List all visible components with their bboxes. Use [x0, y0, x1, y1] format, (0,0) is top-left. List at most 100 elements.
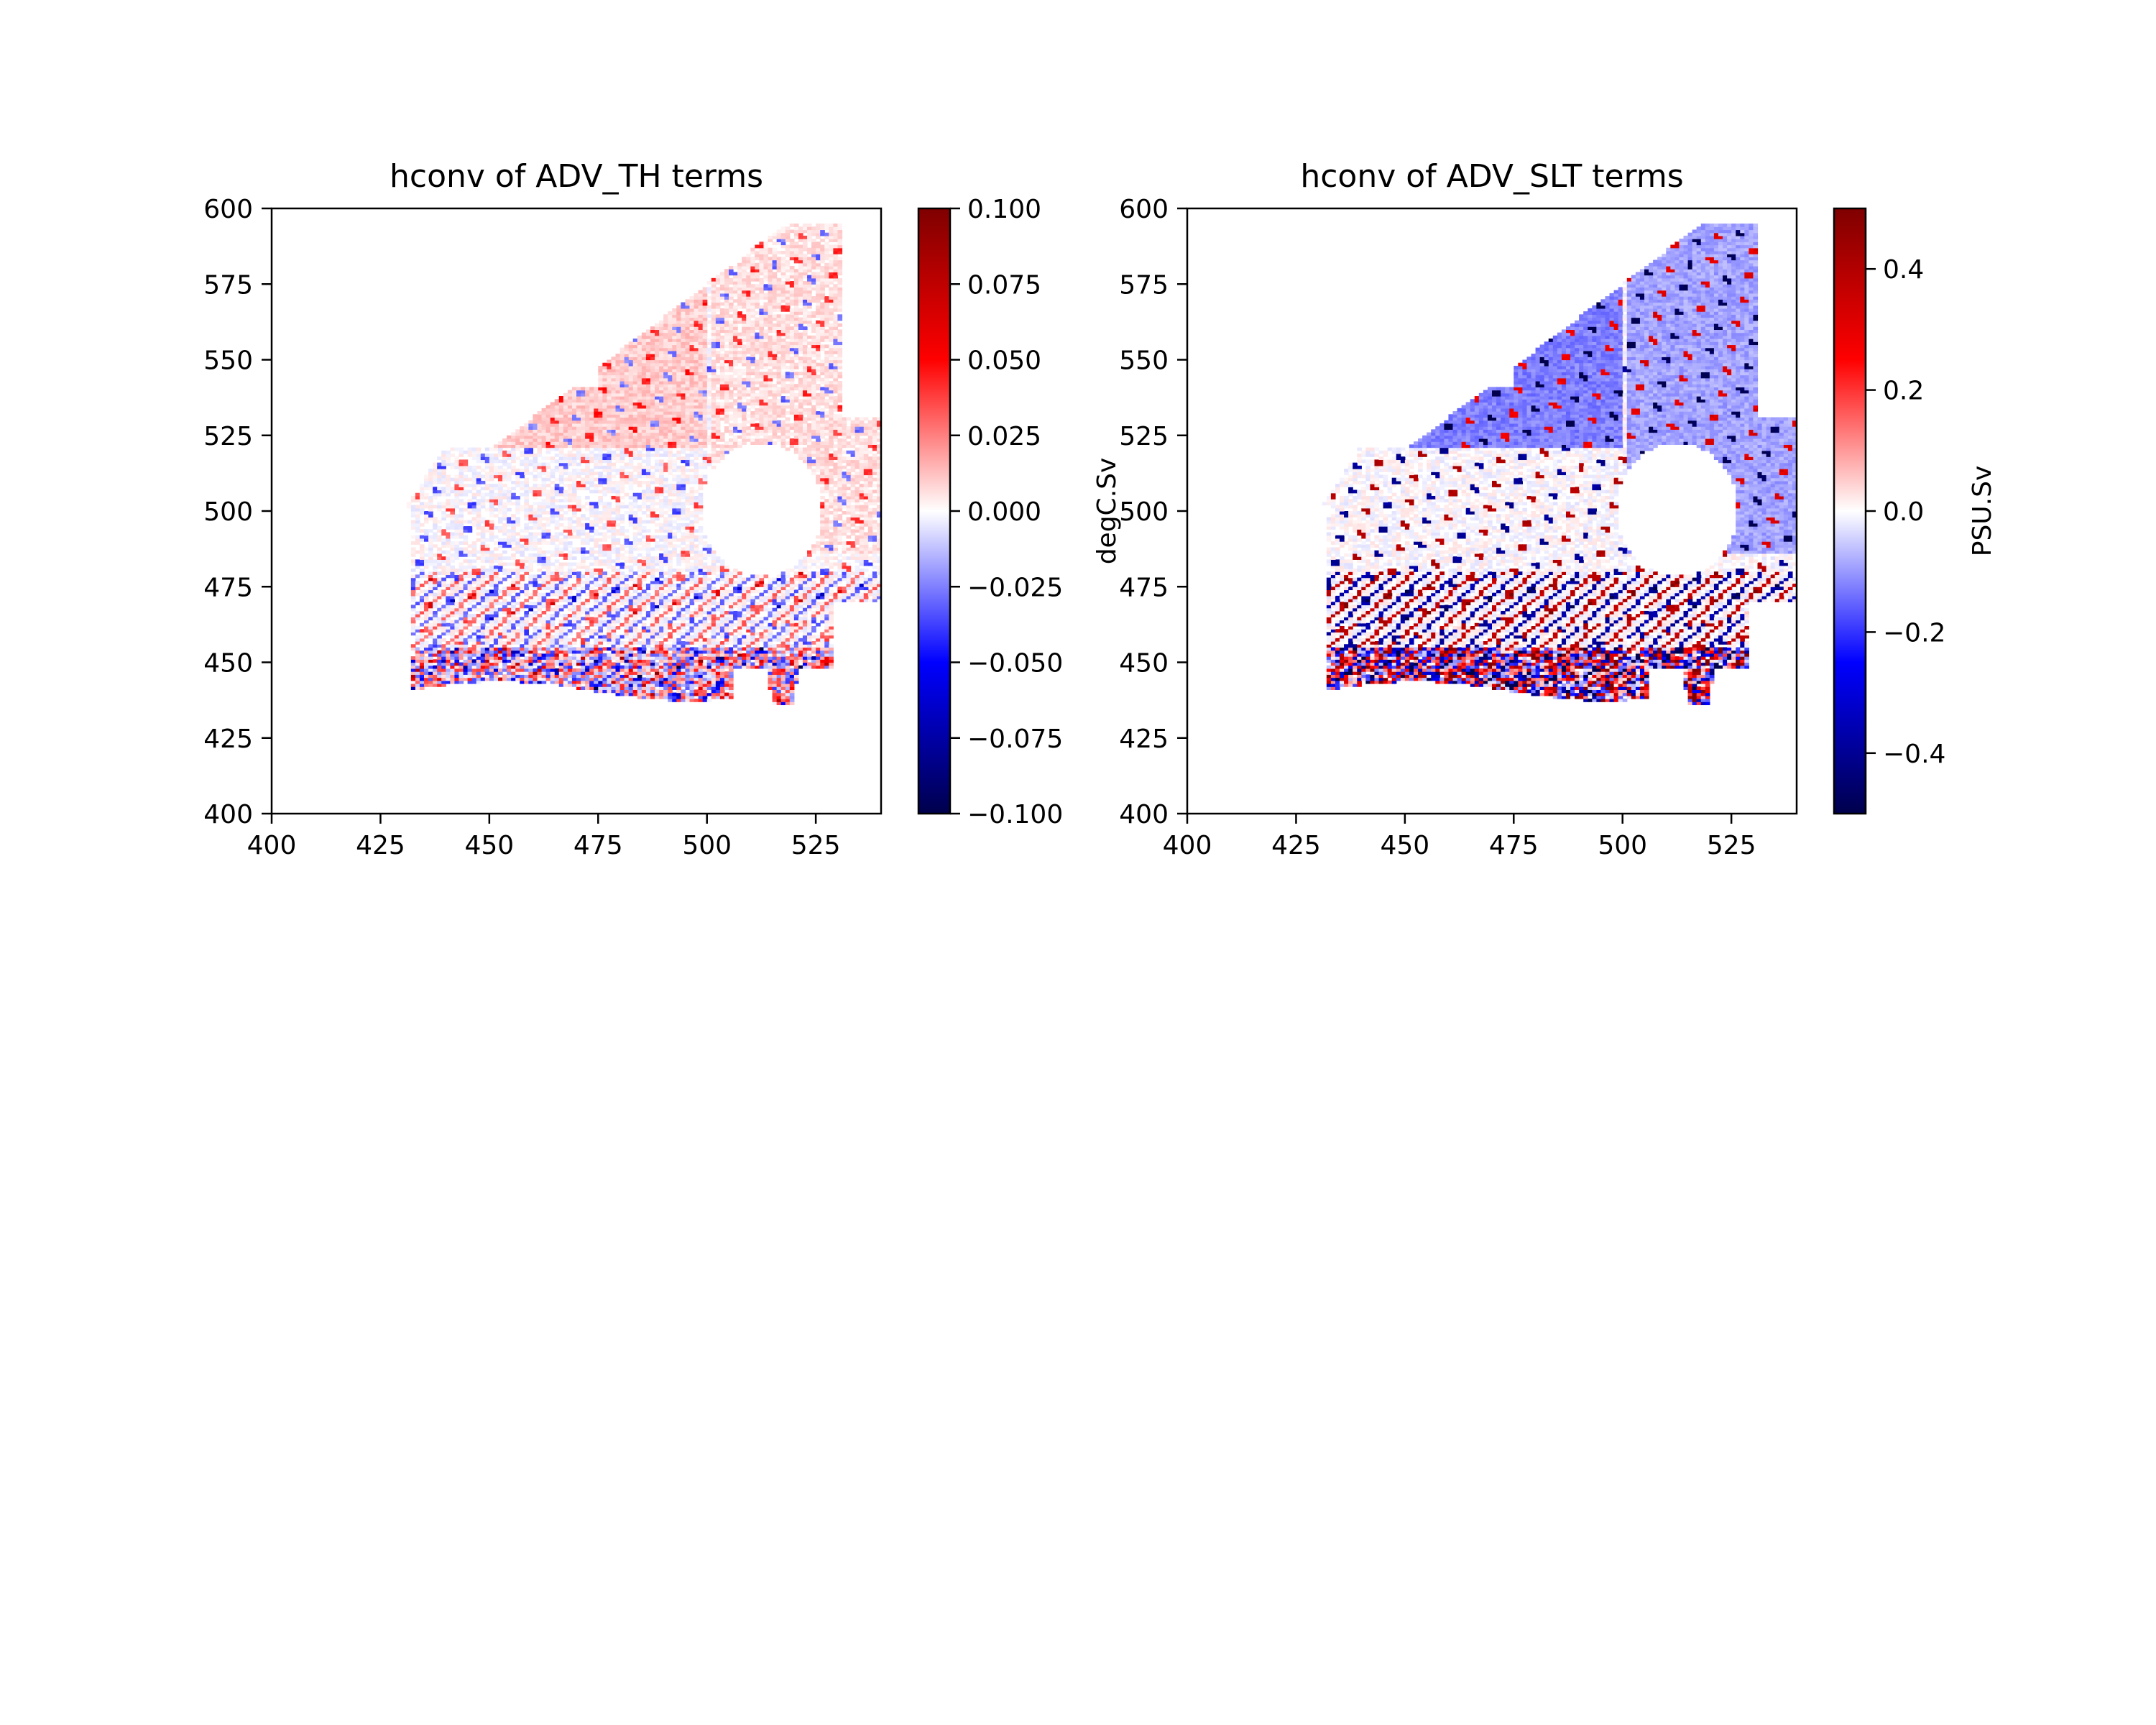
heatmap-cell — [576, 599, 581, 602]
heatmap-cell — [607, 559, 612, 564]
heatmap-cell — [446, 562, 451, 566]
heatmap-cell — [750, 653, 755, 657]
heatmap-cell — [611, 665, 617, 669]
heatmap-cell — [524, 507, 529, 512]
heatmap-cell — [497, 589, 503, 594]
heatmap-cell — [824, 562, 829, 566]
heatmap-cell — [807, 665, 812, 669]
heatmap-cell — [824, 638, 829, 642]
heatmap-cell — [842, 556, 847, 560]
heatmap-cell — [463, 529, 469, 533]
heatmap-cell — [419, 622, 425, 627]
heatmap-cell — [793, 656, 799, 660]
heatmap-cell — [676, 602, 681, 606]
heatmap-cell — [628, 517, 634, 521]
heatmap-cell — [698, 484, 704, 487]
heatmap-cell — [563, 556, 568, 560]
heatmap-cell — [433, 629, 438, 632]
heatmap-cell — [594, 614, 599, 617]
heatmap-cell — [793, 604, 799, 609]
heatmap-cell — [867, 492, 873, 497]
heatmap-cell — [528, 635, 534, 639]
heatmap-cell — [802, 595, 808, 599]
heatmap-cell — [502, 526, 507, 530]
heatmap-cell — [567, 550, 573, 554]
heatmap-cell — [706, 595, 712, 599]
heatmap-cell — [659, 599, 664, 602]
heatmap-cell — [637, 680, 642, 684]
heatmap-cell — [446, 656, 451, 660]
heatmap-cell — [820, 638, 825, 642]
heatmap-cell — [811, 614, 816, 617]
heatmap-cell — [424, 495, 429, 500]
heatmap-cell — [746, 610, 751, 615]
heatmap-cell — [415, 574, 420, 579]
heatmap-cell — [676, 659, 681, 663]
heatmap-cell — [829, 580, 834, 584]
heatmap-cell — [463, 622, 469, 627]
heatmap-cell — [637, 620, 642, 624]
heatmap-cell — [676, 553, 681, 557]
heatmap-cell — [742, 620, 747, 624]
heatmap-cell — [824, 544, 829, 548]
heatmap-cell — [489, 499, 494, 502]
heatmap-cell — [637, 662, 642, 666]
heatmap-cell — [785, 620, 791, 624]
heatmap-cell — [737, 641, 742, 645]
heatmap-cell — [681, 517, 686, 521]
heatmap-cell — [772, 622, 778, 627]
heatmap-cell — [842, 520, 847, 524]
heatmap-cell — [842, 547, 847, 551]
heatmap-cell — [755, 653, 760, 657]
heatmap-cell — [410, 629, 416, 632]
heatmap-cell — [459, 677, 464, 681]
heatmap-cell — [645, 638, 651, 642]
heatmap-cell — [598, 635, 603, 639]
heatmap-cell — [507, 668, 512, 672]
heatmap-cell — [685, 517, 691, 521]
heatmap-cell — [607, 487, 612, 491]
heatmap-cell — [507, 674, 512, 678]
heatmap-cell — [802, 647, 808, 651]
heatmap-cell — [511, 520, 516, 524]
heatmap-cell — [850, 586, 856, 591]
heatmap-cell — [602, 686, 607, 690]
heatmap-cell — [698, 526, 704, 530]
heatmap-cell — [541, 638, 547, 642]
heatmap-cell — [663, 686, 668, 690]
heatmap-cell — [663, 526, 668, 530]
heatmap-cell — [820, 580, 825, 584]
heatmap-cell — [537, 489, 543, 494]
heatmap-cell — [645, 595, 651, 599]
heatmap-cell — [615, 556, 621, 560]
heatmap-cell — [650, 617, 655, 621]
heatmap-cell — [645, 584, 651, 587]
heatmap-cell — [698, 599, 704, 602]
heatmap-cell — [876, 511, 881, 515]
heatmap-cell — [632, 638, 638, 642]
heatmap-cell — [833, 599, 839, 602]
heatmap-cell — [615, 577, 621, 581]
heatmap-cell — [581, 653, 586, 657]
heatmap-cell — [607, 547, 612, 551]
heatmap-cell — [480, 556, 486, 560]
heatmap-cell — [541, 610, 547, 615]
heatmap-cell — [598, 674, 603, 678]
heatmap-cell — [724, 692, 729, 696]
heatmap-cell — [820, 514, 825, 518]
heatmap-cell — [428, 505, 433, 509]
heatmap-cell — [772, 647, 778, 651]
heatmap-cell — [463, 610, 469, 615]
heatmap-cell — [524, 480, 529, 484]
heatmap-cell — [698, 668, 704, 672]
heatmap-cell — [507, 499, 512, 502]
heatmap-cell — [776, 680, 782, 684]
heatmap-cell — [681, 487, 686, 491]
heatmap-cell — [807, 592, 812, 597]
heatmap-cell — [515, 602, 520, 606]
heatmap-cell — [689, 656, 695, 660]
heatmap-cell — [802, 565, 808, 569]
heatmap-cell — [467, 505, 473, 509]
heatmap-cell — [772, 683, 778, 687]
heatmap-cell — [476, 520, 482, 524]
